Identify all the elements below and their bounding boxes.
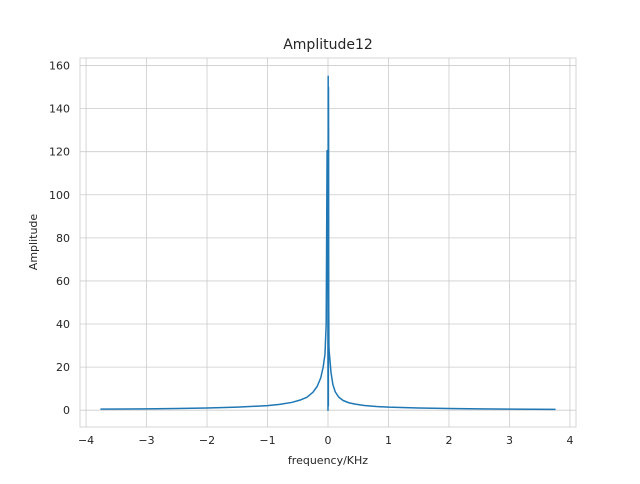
y-tick-label: 100 <box>49 189 70 202</box>
y-tick-label: 140 <box>49 103 70 116</box>
x-axis-label: frequency/KHz <box>288 454 368 467</box>
y-axis-label: Amplitude <box>27 214 40 271</box>
y-tick-label: 20 <box>56 361 70 374</box>
y-tick-label: 0 <box>63 404 70 417</box>
x-tick-label: −2 <box>199 434 215 447</box>
y-tick-label: 120 <box>49 146 70 159</box>
series-layer <box>100 75 556 411</box>
y-tick-label: 60 <box>56 275 70 288</box>
x-tick-label: 2 <box>445 434 452 447</box>
x-tick-labels: −4 −3 −2 −1 0 1 2 3 4 <box>78 434 574 447</box>
x-tick-label: −1 <box>259 434 275 447</box>
y-tick-labels: 0 20 40 60 80 100 120 140 160 <box>49 60 70 418</box>
x-tick-label: 4 <box>566 434 573 447</box>
y-tick-label: 80 <box>56 232 70 245</box>
x-tick-label: −3 <box>138 434 154 447</box>
chart-title: Amplitude12 <box>283 37 373 53</box>
y-tick-label: 160 <box>49 60 70 73</box>
x-tick-label: −4 <box>78 434 94 447</box>
y-tick-label: 40 <box>56 318 70 331</box>
amplitude-series-line <box>100 75 556 411</box>
plot-frame <box>79 57 577 428</box>
x-tick-label: 0 <box>325 434 332 447</box>
x-tick-label: 3 <box>506 434 513 447</box>
x-tick-label: 1 <box>385 434 392 447</box>
